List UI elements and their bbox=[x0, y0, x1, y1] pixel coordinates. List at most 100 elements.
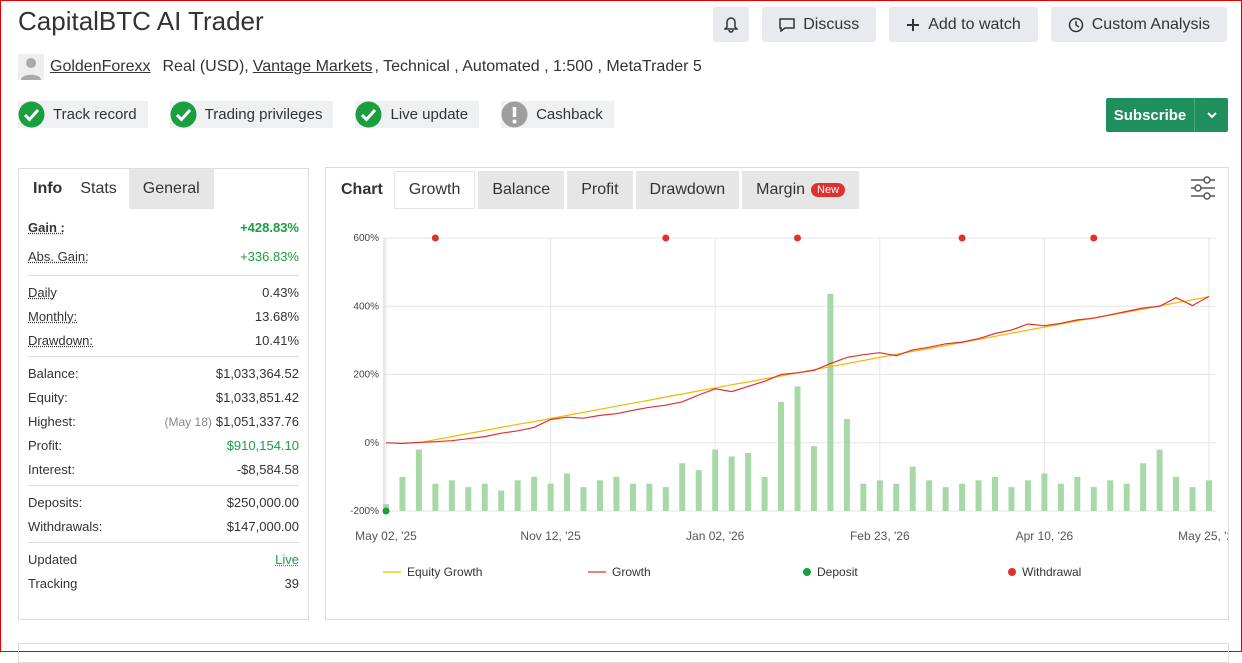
chart-tab[interactable]: Profit bbox=[567, 171, 632, 209]
badge: Trading privileges bbox=[170, 101, 334, 128]
stat-value-wrap: +336.83% bbox=[240, 249, 299, 264]
x-tick-label: May 02, '25 bbox=[355, 529, 417, 543]
new-badge: New bbox=[811, 183, 845, 197]
tab[interactable]: Info bbox=[19, 169, 76, 209]
bar bbox=[597, 480, 603, 511]
bar bbox=[696, 470, 702, 511]
bell-icon bbox=[724, 17, 738, 33]
y-tick-label: -200% bbox=[350, 506, 379, 517]
bar bbox=[877, 480, 883, 511]
badge: Cashback bbox=[501, 101, 614, 128]
stats-group: Daily 0.43% Monthly: 13.68% Drawdown: 10.41% bbox=[28, 275, 299, 356]
discuss-button[interactable]: Discuss bbox=[762, 7, 876, 42]
stat-value: Live bbox=[275, 552, 299, 567]
bar bbox=[860, 484, 866, 511]
point bbox=[383, 508, 390, 515]
x-tick-label: Nov 12, '25 bbox=[520, 529, 581, 543]
x-tick-label: Jan 02, '26 bbox=[686, 529, 745, 543]
button-label: Discuss bbox=[803, 16, 859, 34]
subscribe-button[interactable]: Subscribe bbox=[1106, 98, 1228, 132]
tab[interactable]: General bbox=[129, 169, 214, 209]
bar bbox=[613, 477, 619, 511]
stats-row: Deposits: $250,000.00 bbox=[28, 490, 299, 514]
button-label: Custom Analysis bbox=[1092, 16, 1210, 34]
stat-value: $1,033,851.42 bbox=[216, 390, 299, 405]
bar bbox=[827, 294, 833, 511]
stats-row: Updated Live bbox=[28, 547, 299, 571]
stats-row: Drawdown: 10.41% bbox=[28, 328, 299, 352]
bar bbox=[679, 463, 685, 511]
stat-note: (May 18) bbox=[165, 415, 212, 429]
bar bbox=[729, 456, 735, 511]
y-tick-label: 0% bbox=[365, 438, 380, 449]
stat-label: Equity: bbox=[28, 390, 68, 405]
badge: Track record bbox=[18, 101, 148, 128]
bar bbox=[1074, 477, 1080, 511]
bar bbox=[630, 484, 636, 511]
stats-row: Tracking 39 bbox=[28, 571, 299, 595]
stat-value-wrap: -$8,584.58 bbox=[237, 462, 299, 477]
bar bbox=[564, 473, 570, 511]
chart-tab[interactable]: Margin New bbox=[742, 171, 859, 209]
stat-value-wrap: 39 bbox=[285, 576, 299, 591]
header-actions: Discuss Add to watch Custom Analysis bbox=[713, 7, 1227, 42]
broker-link[interactable]: Vantage Markets bbox=[253, 58, 373, 76]
stats-group: Deposits: $250,000.00 Withdrawals: $147,000… bbox=[28, 485, 299, 542]
chart-tab[interactable]: Growth bbox=[394, 171, 476, 209]
chart-tab[interactable]: Drawdown bbox=[636, 171, 740, 209]
stat-label: Abs. Gain: bbox=[28, 249, 89, 264]
tab[interactable]: Stats bbox=[76, 169, 128, 209]
x-tick-label: Apr 10, '26 bbox=[1016, 529, 1074, 543]
plus-icon bbox=[906, 18, 920, 32]
subscribe-dropdown[interactable] bbox=[1194, 98, 1228, 132]
badge-label: Cashback bbox=[536, 106, 603, 123]
y-tick-label: 200% bbox=[353, 370, 379, 381]
stat-label: Daily bbox=[28, 285, 57, 300]
chart-tab[interactable]: Chart bbox=[326, 171, 391, 209]
stat-value: -$8,584.58 bbox=[237, 462, 299, 477]
stat-label: Profit: bbox=[28, 438, 62, 453]
bar bbox=[844, 419, 850, 511]
stat-value-wrap: $147,000.00 bbox=[227, 519, 299, 534]
analysis-button[interactable]: Custom Analysis bbox=[1051, 7, 1227, 42]
stats-panel: Info Stats General Gain : +428.83% Abs. Ga… bbox=[18, 168, 309, 620]
notify-button[interactable] bbox=[713, 7, 749, 42]
bar bbox=[432, 484, 438, 511]
stat-value-wrap: +428.83% bbox=[240, 220, 299, 235]
y-tick-label: 400% bbox=[353, 301, 379, 312]
settings-icon[interactable] bbox=[1190, 176, 1216, 200]
stat-label: Highest: bbox=[28, 414, 76, 429]
stat-value: 39 bbox=[285, 576, 299, 591]
point bbox=[959, 235, 966, 242]
account-type: Real (USD), bbox=[163, 58, 249, 76]
stat-value: $1,033,364.52 bbox=[216, 366, 299, 381]
x-tick-label: May 25, '26 bbox=[1178, 529, 1228, 543]
bar bbox=[910, 467, 916, 511]
bar bbox=[1008, 487, 1014, 511]
watch-button[interactable]: Add to watch bbox=[889, 7, 1038, 42]
stat-label: Gain : bbox=[28, 220, 65, 235]
author-link[interactable]: GoldenForexx bbox=[50, 58, 151, 76]
stat-value-wrap: 13.68% bbox=[255, 309, 299, 324]
bar bbox=[1140, 463, 1146, 511]
bar bbox=[646, 484, 652, 511]
bar bbox=[795, 386, 801, 511]
stat-value: $250,000.00 bbox=[227, 495, 299, 510]
bar bbox=[548, 484, 554, 511]
legend-label: Deposit bbox=[817, 565, 858, 579]
bar bbox=[712, 450, 718, 511]
bar bbox=[1173, 477, 1179, 511]
badge: Live update bbox=[355, 101, 479, 128]
legend-label: Equity Growth bbox=[407, 565, 482, 579]
badge-label: Live update bbox=[390, 106, 468, 123]
bar bbox=[1124, 484, 1130, 511]
chart-tab[interactable]: Balance bbox=[478, 171, 564, 209]
stat-value: $910,154.10 bbox=[227, 438, 299, 453]
stats-row: Monthly: 13.68% bbox=[28, 304, 299, 328]
clock-icon bbox=[1068, 17, 1084, 33]
stat-value: 10.41% bbox=[255, 333, 299, 348]
bar bbox=[449, 480, 455, 511]
page-title: CapitalBTC AI Trader bbox=[18, 6, 264, 37]
bar bbox=[745, 453, 751, 511]
